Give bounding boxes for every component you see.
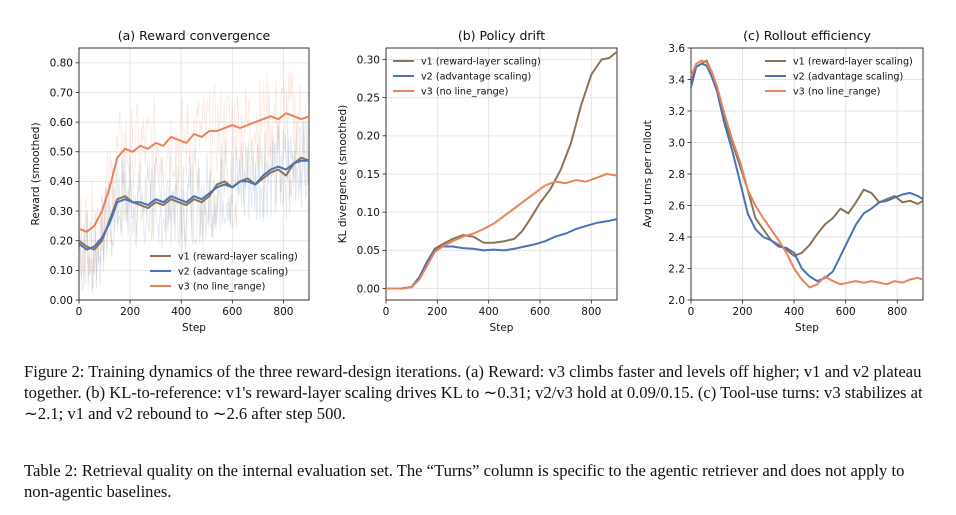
noise-band-v3 [78, 70, 310, 279]
x-axis-label: Step [795, 322, 819, 334]
legend-label-v2: v2 (advantage scaling) [793, 72, 903, 83]
y-tick-label: 0.10 [50, 265, 73, 277]
x-tick-label: 0 [76, 306, 83, 318]
plot-frame [78, 47, 310, 301]
series-line-v3 [386, 173, 618, 290]
y-tick-label: 2.6 [668, 200, 685, 212]
chart-panel-2: 0 200 400 600 800 2.0 2.2 2.4 2.6 2.8 3.0 3.2 3.4 3.6… [642, 28, 924, 334]
x-tick-label: 600 [836, 306, 856, 318]
x-tick-label: 200 [120, 306, 140, 318]
y-tick-label: 0.50 [50, 147, 73, 159]
y-tick-label: 3.2 [668, 106, 685, 118]
y-axis-label: Avg turns per rollout [642, 120, 654, 227]
y-tick-label: 3.4 [668, 74, 685, 86]
chart-title: (a) Reward convergence [118, 28, 271, 43]
series-line-v1 [78, 156, 310, 251]
y-tick-label: 0.60 [50, 117, 73, 129]
figure-caption-prefix: Figure 2: [24, 362, 85, 381]
y-tick-label: 2.4 [668, 232, 685, 244]
legend-label-v1: v1 (reward-layer scaling) [793, 57, 913, 68]
series-line-v2 [386, 218, 618, 290]
y-tick-label: 0.00 [50, 295, 73, 307]
y-tick-label: 2.8 [668, 169, 685, 181]
x-tick-label: 600 [222, 306, 242, 318]
x-axis-label: Step [490, 322, 514, 334]
x-tick-label: 200 [733, 306, 753, 318]
legend-label-v1: v1 (reward-layer scaling) [178, 252, 298, 263]
legend-label-v3: v3 (no line_range) [421, 87, 508, 98]
x-tick-label: 800 [273, 306, 293, 318]
y-tick-label: 3.0 [668, 137, 685, 149]
x-tick-label: 800 [887, 306, 907, 318]
legend-label-v1: v1 (reward-layer scaling) [421, 57, 541, 68]
y-tick-label: 0.05 [357, 245, 380, 257]
x-tick-label: 200 [427, 306, 447, 318]
y-tick-label: 2.2 [668, 263, 685, 275]
x-tick-label: 800 [581, 306, 601, 318]
y-axis-label: KL divergence (smoothed) [337, 105, 349, 243]
legend-label-v3: v3 (no line_range) [793, 87, 880, 98]
noise-band-v2 [78, 115, 310, 292]
table-caption: Table 2: Retrieval quality on the intern… [24, 460, 936, 502]
x-tick-label: 400 [784, 306, 804, 318]
y-tick-label: 0.40 [50, 176, 73, 188]
x-tick-label: 400 [479, 306, 499, 318]
x-tick-label: 0 [688, 306, 695, 318]
x-tick-label: 0 [383, 306, 390, 318]
y-tick-label: 0.70 [50, 87, 73, 99]
x-tick-label: 600 [530, 306, 550, 318]
series-line-v2 [78, 159, 309, 251]
y-tick-label: 0.00 [357, 283, 380, 295]
chart-title: (c) Rollout efficiency [743, 28, 871, 43]
table-caption-body: Retrieval quality on the internal evalua… [24, 461, 905, 501]
figure-caption-body: Training dynamics of the three reward-de… [24, 362, 923, 423]
series-line-v2 [690, 62, 924, 283]
figure-2: 0 200 400 600 800 0.00 0.10 0.20 0.30 0.40 0.50 0.6… [30, 28, 924, 334]
y-tick-label: 2.0 [668, 295, 685, 307]
series-line-v3 [690, 59, 924, 289]
series-line-v3 [78, 112, 310, 233]
y-tick-label: 0.20 [357, 131, 380, 143]
figure-caption: Figure 2: Training dynamics of the three… [24, 361, 936, 424]
x-tick-label: 400 [171, 306, 191, 318]
y-tick-label: 0.20 [50, 236, 73, 248]
legend-label-v3: v3 (no line_range) [178, 282, 265, 293]
y-axis-label: Reward (smoothed) [30, 122, 42, 225]
chart-title: (b) Policy drift [458, 28, 545, 43]
y-tick-label: 0.30 [357, 54, 380, 66]
legend-label-v2: v2 (advantage scaling) [421, 72, 531, 83]
table-caption-prefix: Table 2: [24, 461, 78, 480]
chart-panel-1: 0 200 400 600 800 0.00 0.05 0.10 0.15 0.20 0.25 0.3… [337, 28, 618, 334]
y-tick-label: 0.15 [357, 169, 380, 181]
y-tick-label: 0.10 [357, 207, 380, 219]
legend-label-v2: v2 (advantage scaling) [178, 267, 288, 278]
y-tick-label: 0.80 [50, 58, 73, 70]
noise-band-v1 [78, 121, 310, 290]
y-tick-label: 0.30 [50, 206, 73, 218]
y-tick-label: 0.25 [357, 92, 380, 104]
x-axis-label: Step [182, 322, 206, 334]
y-tick-label: 3.6 [668, 43, 685, 55]
chart-panel-0: 0 200 400 600 800 0.00 0.10 0.20 0.30 0.40 0.50 0.6… [30, 28, 310, 334]
